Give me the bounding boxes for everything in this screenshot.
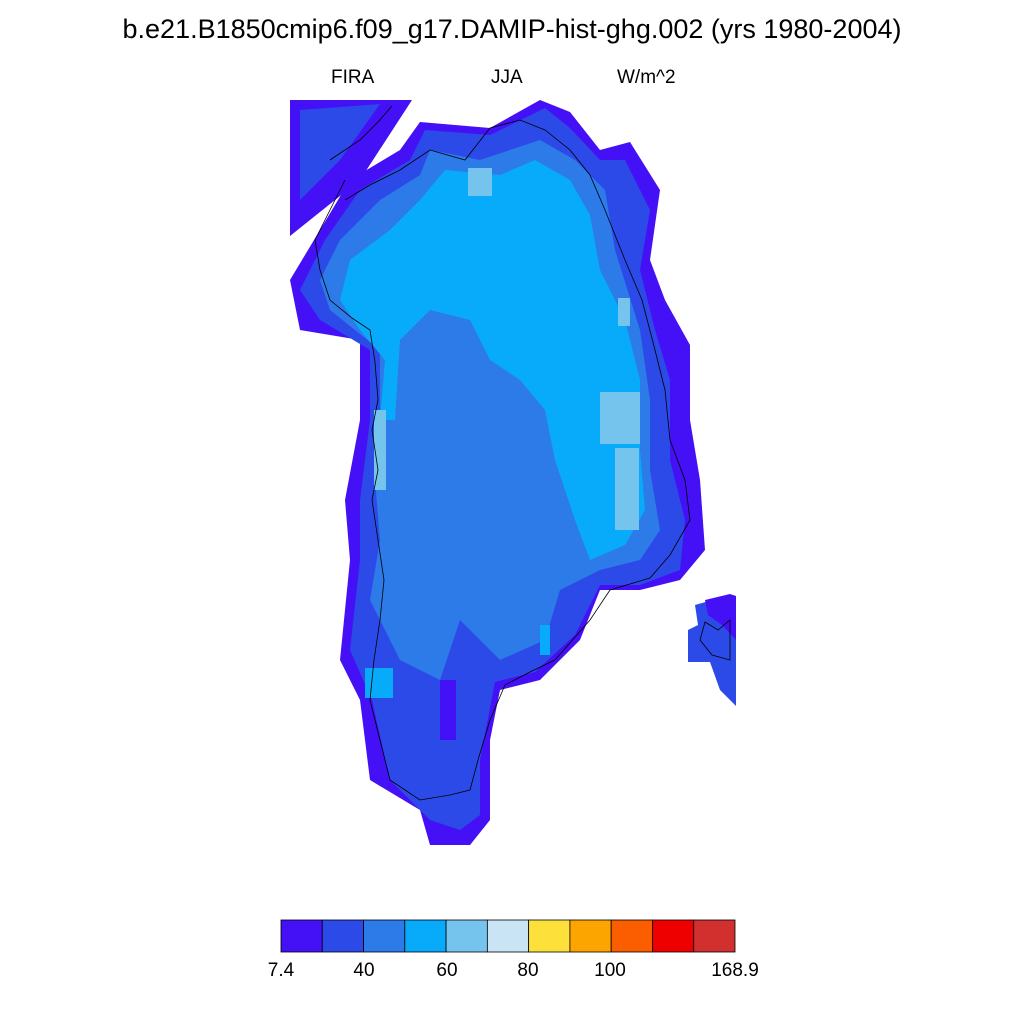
map-cell — [440, 680, 456, 740]
colorbar-box — [280, 919, 323, 953]
colorbar-box — [693, 919, 736, 953]
coastline — [314, 105, 731, 801]
colorbar-tick-label: 168.9 — [711, 960, 759, 981]
colorbar-box — [404, 919, 447, 953]
map-field — [290, 100, 736, 845]
map-cell-region — [340, 160, 645, 560]
colorbar-tick-label: 40 — [353, 960, 375, 981]
colorbar-box — [528, 919, 571, 953]
colorbar-box — [363, 919, 406, 953]
map-cell — [615, 448, 639, 530]
colorbar-box — [652, 919, 695, 953]
map-cell — [468, 168, 492, 196]
map-cell — [365, 668, 393, 698]
colorbar-box — [486, 919, 530, 953]
variable-label: FIRA — [331, 67, 375, 88]
units-label: W/m^2 — [617, 67, 676, 88]
map-cell — [374, 410, 386, 490]
colorbar-box — [610, 919, 653, 953]
map-cell-region — [300, 104, 380, 200]
plot-title: b.e21.B1850cmip6.f09_g17.DAMIP-hist-ghg.… — [122, 14, 902, 44]
map-cell-region — [705, 594, 736, 640]
colorbar-tick-label: 80 — [517, 960, 539, 981]
colorbar-tick-label: 100 — [594, 960, 626, 981]
map-cell — [540, 625, 550, 655]
colorbar-box — [445, 919, 488, 953]
colorbar-box — [569, 919, 612, 953]
map-cell — [600, 392, 640, 444]
colorbar-tick-label: 7.4 — [267, 960, 295, 981]
map-cell — [618, 298, 630, 326]
season-label: JJA — [491, 67, 523, 88]
colorbar-tick-label: 60 — [436, 960, 458, 981]
colorbar-box — [321, 919, 364, 953]
